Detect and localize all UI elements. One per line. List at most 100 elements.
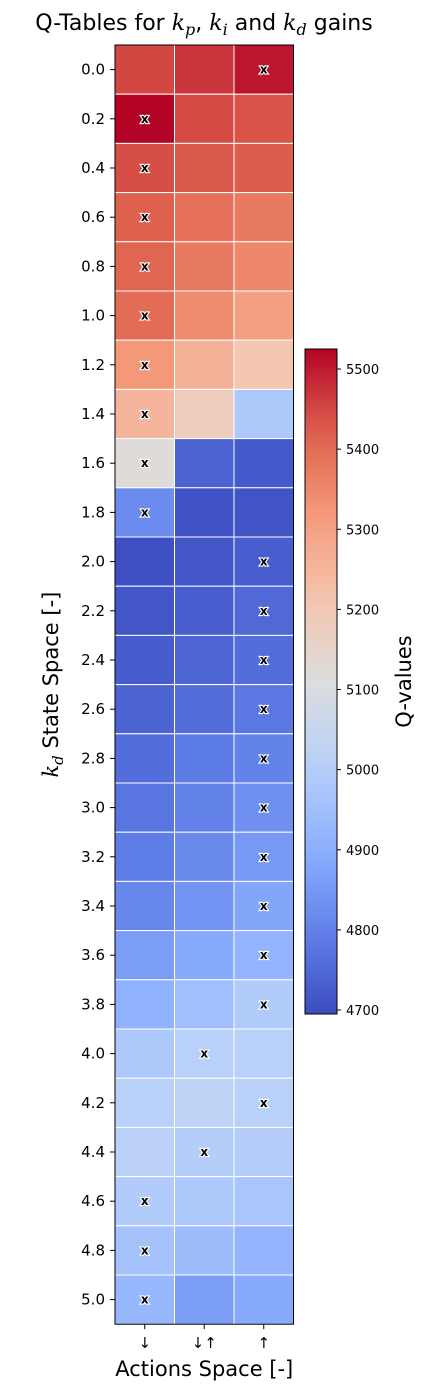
best-action-marker: x [141, 1243, 149, 1257]
heatmap-cell [114, 585, 175, 636]
best-action-marker: x [260, 751, 268, 765]
colorbar-ticks: 4700 4800 4900 5000 5100 5200 5300 5400 5500 [337, 363, 379, 1019]
heatmap-cell [114, 487, 175, 538]
y-tick-label: 0.4 [81, 159, 105, 177]
heatmap-cell [233, 1225, 294, 1276]
best-action-marker: x [141, 407, 149, 421]
heatmap-cells [114, 44, 294, 1325]
heatmap-cell [174, 142, 235, 194]
y-tick-label: 4.4 [81, 1143, 105, 1161]
best-action-marker: x [200, 1145, 208, 1159]
best-action-marker: x [141, 1293, 149, 1307]
heatmap-cell [114, 733, 175, 784]
heatmap-cell [174, 1126, 235, 1178]
heatmap-cell [174, 979, 235, 1030]
y-tick-label: 0.6 [81, 208, 105, 226]
heatmap-cell [114, 634, 175, 686]
y-tick-label: 0.8 [81, 257, 105, 275]
y-tick-label: 1.2 [81, 356, 105, 374]
best-action-marker: x [260, 653, 268, 667]
x-axis-ticks: ↓ ↓↑ ↑ [138, 1324, 270, 1352]
y-axis-label: kd State Space [-] [39, 592, 67, 778]
heatmap-cell [114, 831, 175, 882]
heatmap-cell [233, 1176, 294, 1227]
heatmap-cell [233, 930, 294, 981]
heatmap-cell [114, 880, 175, 932]
y-tick-label: 1.8 [81, 503, 105, 521]
chart-title: Q-Tables for kp, ki and kd gains [35, 11, 372, 39]
heatmap-cell [174, 930, 235, 981]
heatmap-cell [174, 831, 235, 882]
heatmap-cell [114, 684, 175, 735]
best-action-marker: x [260, 850, 268, 864]
colorbar-tick-label: 5200 [346, 603, 379, 618]
best-action-marker: x [260, 997, 268, 1011]
heatmap-cell [174, 388, 235, 440]
best-action-marker: x [260, 63, 268, 77]
heatmap-cell [233, 93, 294, 144]
heatmap-cell [174, 487, 235, 538]
heatmap-cell [233, 1274, 294, 1325]
heatmap-cell [114, 979, 175, 1030]
heatmap-cell [233, 438, 294, 489]
best-action-marker: x [260, 899, 268, 913]
colorbar-tick-label: 4900 [346, 844, 379, 859]
heatmap-cell [174, 44, 235, 95]
colorbar-tick-label: 5300 [346, 523, 379, 538]
heatmap-cell [233, 1077, 294, 1128]
heatmap-cell [174, 290, 235, 341]
heatmap-cell [233, 880, 294, 932]
best-action-marker: x [141, 210, 149, 224]
colorbar-tick-label: 5100 [346, 684, 379, 699]
heatmap-cell [233, 241, 294, 292]
y-tick-label: 3.8 [81, 995, 105, 1013]
y-tick-label: 3.4 [81, 897, 105, 915]
heatmap-cell [174, 339, 235, 390]
heatmap-cell [174, 1028, 235, 1079]
heatmap-cell [174, 438, 235, 489]
best-action-marker: x [141, 259, 149, 273]
y-tick-label: 3.0 [81, 799, 105, 817]
heatmap-cell [233, 831, 294, 882]
colorbar-tick-label: 4700 [346, 1004, 379, 1019]
x-tick-label: ↓ [138, 1334, 151, 1352]
y-tick-label: 3.2 [81, 848, 105, 866]
y-tick-label: 0.2 [81, 110, 105, 128]
colorbar-tick-label: 5500 [346, 363, 379, 378]
y-tick-label: 4.8 [81, 1241, 105, 1259]
colorbar-tick-label: 5400 [346, 443, 379, 458]
y-tick-label: 3.6 [81, 946, 105, 964]
heatmap-cell [233, 1028, 294, 1079]
x-tick-label: ↓↑ [192, 1334, 217, 1352]
x-axis-label: Actions Space [-] [115, 1357, 293, 1381]
best-action-marker: x [200, 1047, 208, 1061]
x-tick-label: ↑ [257, 1334, 270, 1352]
best-action-marker: x [260, 702, 268, 716]
best-action-marker: x [260, 801, 268, 815]
best-action-marker: x [260, 604, 268, 618]
y-tick-label: 4.0 [81, 1045, 105, 1063]
heatmap-cell [114, 44, 175, 95]
y-tick-label: 5.0 [81, 1291, 105, 1309]
heatmap-cell [174, 1077, 235, 1128]
best-action-marker: x [260, 555, 268, 569]
heatmap-cell [233, 192, 294, 243]
heatmap-cell [114, 1077, 175, 1128]
heatmap-cell [233, 339, 294, 390]
y-tick-label: 1.4 [81, 405, 105, 423]
heatmap-cell [174, 634, 235, 686]
heatmap-cell [174, 1225, 235, 1276]
y-tick-label: 2.6 [81, 700, 105, 718]
y-tick-label: 1.6 [81, 454, 105, 472]
heatmap-cell [233, 1126, 294, 1178]
heatmap-cell [174, 733, 235, 784]
heatmap-cell [174, 536, 235, 587]
y-tick-label: 1.0 [81, 307, 105, 325]
heatmap-cell [233, 142, 294, 194]
heatmap-cell [233, 585, 294, 636]
heatmap-cell [114, 782, 175, 833]
heatmap-cell [114, 93, 175, 144]
heatmap-cell [174, 880, 235, 932]
colorbar-tick-label: 5000 [346, 764, 379, 779]
